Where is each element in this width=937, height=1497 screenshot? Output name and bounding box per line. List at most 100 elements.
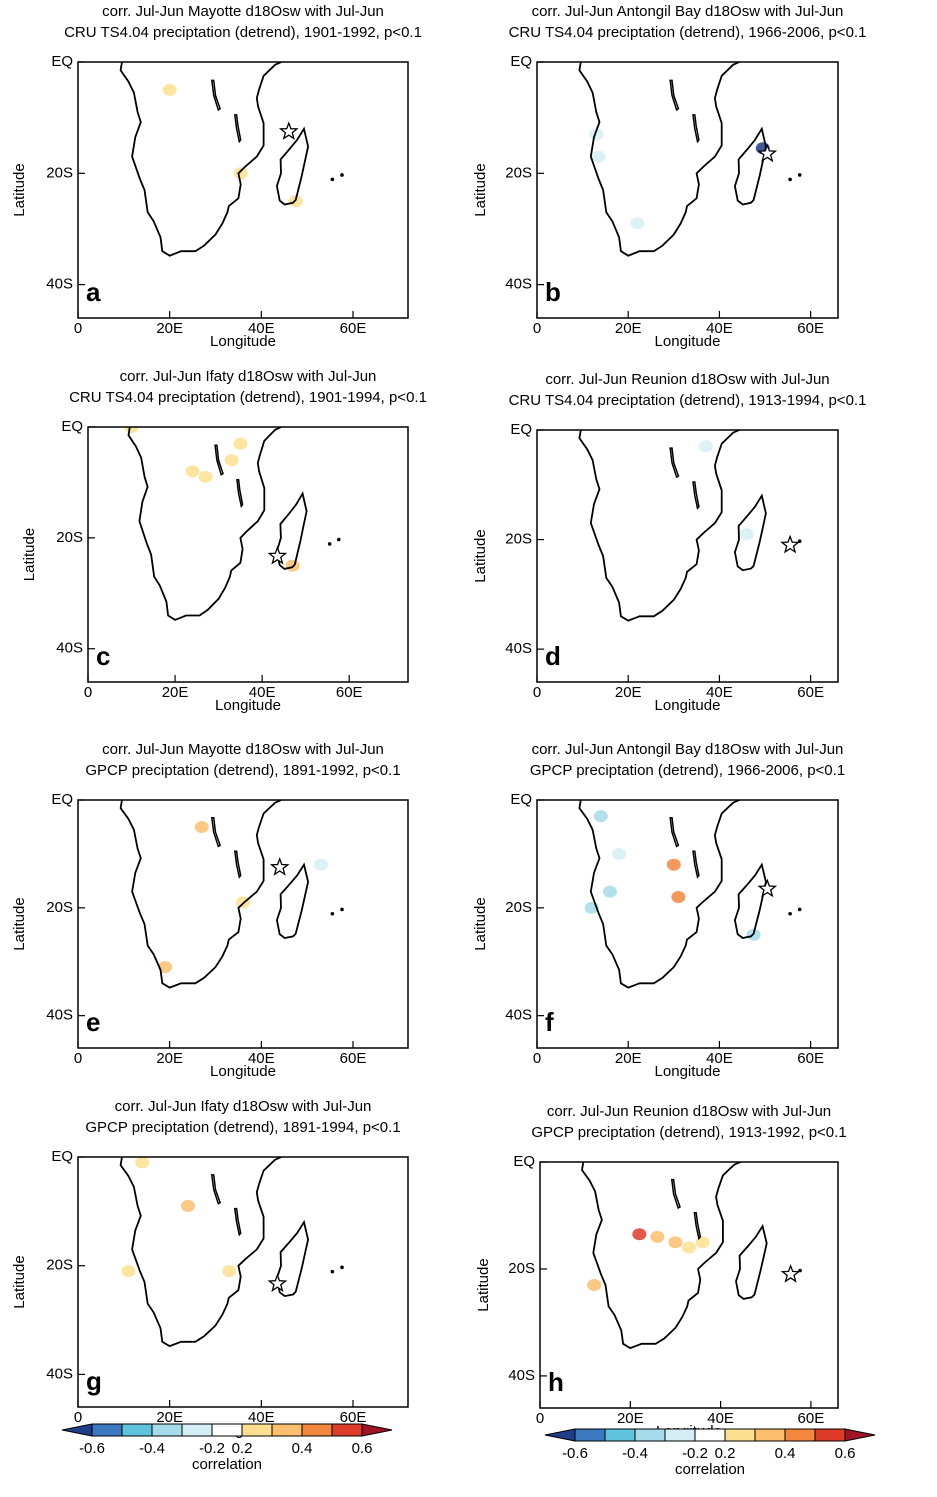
colorbar-tick-label: 0.6 <box>835 1445 856 1462</box>
map-area <box>537 430 838 682</box>
x-tick-label: 20E <box>615 320 642 337</box>
lake <box>210 817 222 848</box>
ocean <box>537 430 838 682</box>
y-tick-label: EQ <box>510 421 532 438</box>
y-tick-label: EQ <box>51 53 73 70</box>
correlation-patch <box>135 1157 150 1169</box>
y-tick-label: 40S <box>505 640 532 657</box>
correlation-patch <box>224 454 239 467</box>
panel-letter: a <box>86 277 101 307</box>
site-star <box>267 545 288 565</box>
panel-title: CRU TS4.04 preciptation (detrend), 1913-… <box>509 392 867 409</box>
lake <box>692 850 700 879</box>
panel-letter: c <box>96 641 110 671</box>
x-tick-label: 0 <box>536 1410 544 1427</box>
y-tick-label: EQ <box>51 1148 73 1165</box>
correlation-patch <box>233 437 248 450</box>
correlation-patch <box>185 465 200 478</box>
x-tick-label: 0 <box>74 1050 82 1067</box>
plot-frame <box>87 426 409 683</box>
y-tick-label: EQ <box>61 418 83 435</box>
island <box>336 537 341 542</box>
x-tick-label: 60E <box>797 1050 824 1067</box>
correlation-patch <box>313 858 328 871</box>
x-axis-label: Longitude <box>655 1063 721 1080</box>
island <box>330 1269 335 1274</box>
island <box>788 177 792 182</box>
x-tick-label: 40E <box>249 684 276 701</box>
madagascar <box>275 126 310 206</box>
colorbar-tick-label: -0.2 <box>682 1445 708 1462</box>
plot-frame <box>536 429 839 683</box>
colorbar-tick-label: -0.4 <box>622 1445 648 1462</box>
map-area <box>540 1162 838 1408</box>
x-tick-label: 40E <box>706 320 733 337</box>
colorbar-tick-label: -0.6 <box>562 1445 588 1462</box>
lake <box>692 114 700 144</box>
x-tick-label: 40E <box>707 1410 734 1427</box>
ocean <box>537 62 838 318</box>
madagascar <box>733 493 767 572</box>
x-tick-label: 0 <box>74 1409 82 1426</box>
coastline <box>127 427 284 621</box>
map-area <box>537 62 838 318</box>
lake <box>670 1178 681 1210</box>
lake <box>669 447 680 479</box>
island <box>330 177 335 182</box>
x-axis-label: Longitude <box>655 697 721 714</box>
y-tick-label: 20S <box>46 899 73 916</box>
panel-title: GPCP preciptation (detrend), 1913-1992, … <box>531 1124 846 1141</box>
y-axis-label: Latitude <box>11 897 28 950</box>
colorbar-tick-label: -0.4 <box>139 1440 165 1457</box>
correlation-patch <box>695 1236 710 1249</box>
panel-title: corr. Jul-Jun Mayotte d18Osw with Jul-Ju… <box>102 3 384 20</box>
x-tick-label: 40E <box>248 320 275 337</box>
panel-letter: e <box>86 1007 100 1037</box>
colorbar-label: correlation <box>675 1461 745 1478</box>
madagascar <box>275 1219 310 1298</box>
map-area <box>537 800 838 1048</box>
colorbar-box <box>151 1423 183 1437</box>
x-tick-label: 60E <box>797 320 824 337</box>
y-tick-label: EQ <box>51 791 73 808</box>
correlation-patch <box>666 858 681 871</box>
madagascar <box>276 491 308 570</box>
island <box>340 907 344 912</box>
y-axis-label: Latitude <box>472 897 489 950</box>
y-tick-label: 40S <box>505 1007 532 1024</box>
panel-title: corr. Jul-Jun Antongil Bay d18Osw with J… <box>532 3 844 20</box>
y-tick-label: 40S <box>505 276 532 293</box>
x-tick-label: 0 <box>533 320 541 337</box>
x-tick-label: 40E <box>248 1409 275 1426</box>
colorbar-box <box>271 1423 303 1437</box>
y-axis-label: Latitude <box>21 528 38 581</box>
coastline <box>578 62 742 257</box>
madagascar <box>733 126 767 206</box>
lake <box>210 79 221 112</box>
y-tick-label: 20S <box>505 531 532 548</box>
correlation-patch <box>593 810 608 823</box>
colorbar-triangle <box>544 1428 576 1442</box>
x-tick-label: 60E <box>340 1050 367 1067</box>
colorbar-box <box>724 1428 756 1442</box>
colorbar-triangle <box>361 1423 393 1437</box>
x-tick-label: 60E <box>336 684 363 701</box>
correlation-patch <box>612 847 627 860</box>
panel-title: corr. Jul-Jun Ifaty d18Osw with Jul-Jun <box>115 1098 372 1115</box>
panel-title: GPCP preciptation (detrend), 1891-1992, … <box>85 762 400 779</box>
lake <box>233 850 242 879</box>
correlation-patch <box>222 1265 237 1278</box>
lake <box>233 1207 242 1237</box>
colorbar-tick-label: -0.6 <box>79 1440 105 1457</box>
x-tick-label: 60E <box>797 684 824 701</box>
x-axis-label: Longitude <box>210 333 276 350</box>
y-tick-label: 20S <box>505 164 532 181</box>
panel-letter: f <box>545 1007 554 1037</box>
correlation-patch <box>194 820 209 833</box>
panel-title: corr. Jul-Jun Ifaty d18Osw with Jul-Jun <box>120 368 377 385</box>
x-tick-label: 60E <box>340 320 367 337</box>
x-tick-label: 20E <box>162 684 189 701</box>
map-area <box>78 800 408 1048</box>
x-tick-label: 20E <box>617 1410 644 1427</box>
correlation-patch <box>233 167 248 180</box>
